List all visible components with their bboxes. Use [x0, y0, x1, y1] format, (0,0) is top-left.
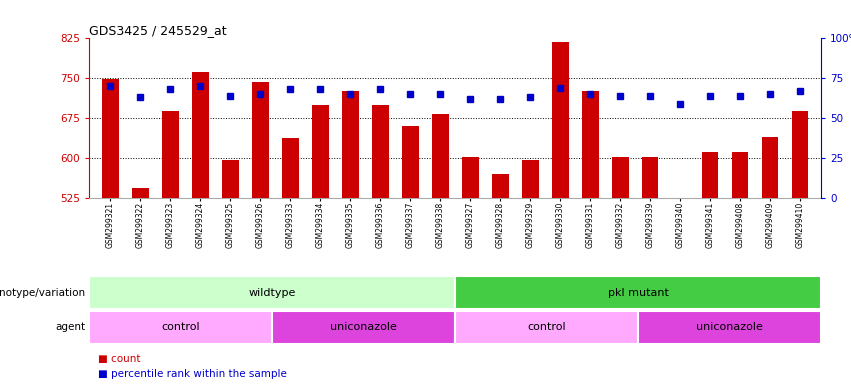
Bar	[342, 91, 358, 198]
Bar	[455, 311, 638, 344]
Bar	[638, 311, 821, 344]
Bar	[192, 72, 208, 198]
Bar	[89, 276, 455, 309]
Bar	[702, 152, 718, 198]
Bar	[162, 111, 179, 198]
Bar	[272, 311, 455, 344]
Bar	[372, 105, 389, 198]
Bar	[612, 157, 629, 198]
Text: ■ percentile rank within the sample: ■ percentile rank within the sample	[98, 369, 287, 379]
Bar	[492, 174, 509, 198]
Bar	[89, 311, 272, 344]
Text: control: control	[162, 322, 200, 333]
Bar	[732, 152, 749, 198]
Bar	[455, 276, 821, 309]
Text: control: control	[528, 322, 566, 333]
Text: GDS3425 / 245529_at: GDS3425 / 245529_at	[89, 24, 227, 37]
Text: agent: agent	[55, 322, 85, 333]
Bar	[132, 188, 149, 198]
Bar	[522, 160, 539, 198]
Bar	[102, 79, 118, 198]
Bar	[252, 82, 269, 198]
Text: uniconazole: uniconazole	[696, 322, 763, 333]
Bar	[552, 42, 568, 198]
Bar	[792, 111, 808, 198]
Bar	[582, 91, 598, 198]
Text: wildtype: wildtype	[248, 288, 296, 298]
Text: genotype/variation: genotype/variation	[0, 288, 85, 298]
Bar	[432, 114, 448, 198]
Text: ■ count: ■ count	[98, 354, 140, 364]
Bar	[462, 157, 478, 198]
Bar	[312, 105, 328, 198]
Text: pkl mutant: pkl mutant	[608, 288, 669, 298]
Bar	[642, 157, 659, 198]
Bar	[282, 138, 299, 198]
Bar	[222, 160, 238, 198]
Bar	[762, 137, 779, 198]
Bar	[402, 126, 419, 198]
Text: uniconazole: uniconazole	[330, 322, 397, 333]
